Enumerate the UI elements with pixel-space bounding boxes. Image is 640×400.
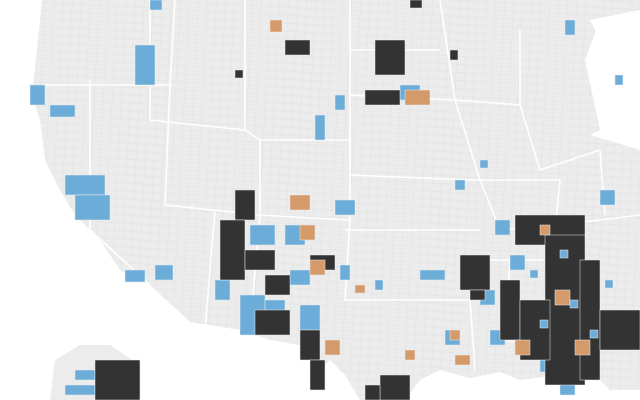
county-group [64,384,96,396]
county-group [49,104,76,118]
county-group [94,359,141,400]
county-group [599,309,640,351]
county-group [234,69,244,79]
county-group [379,374,411,400]
county-group [449,329,461,341]
county-group [544,234,586,386]
county-group [404,89,431,106]
county-group [574,339,591,356]
county-group [154,264,174,281]
county-group [149,0,163,11]
county-group [469,289,486,301]
county-group [289,269,311,286]
county-group [64,174,106,196]
county-group [539,224,551,236]
county-group [299,304,321,331]
county-group [604,279,614,289]
county-group [314,114,326,141]
state-border [164,84,261,216]
county-group [289,194,311,211]
county-group [509,254,526,271]
county-group [74,369,96,381]
county-group [559,249,569,259]
county-group [514,339,531,356]
state-border [539,149,601,171]
county-group [579,259,601,381]
county-group [254,309,291,336]
county-group [309,359,326,391]
county-group [219,219,246,281]
county-group [269,19,283,33]
county-group [404,349,416,361]
county-group [339,264,351,281]
county-group [374,279,384,291]
lake [590,10,640,130]
county-group [364,89,401,106]
state-border [349,174,471,181]
county-group [564,19,576,36]
county-group [284,39,311,56]
county-group [264,274,291,296]
state-border [204,209,216,331]
county-group [454,354,471,366]
county-group [554,289,571,306]
county-group [459,254,491,291]
county-group [214,279,231,301]
state-border [89,80,151,286]
county-group [299,224,316,241]
county-group [374,39,406,76]
state-border [244,129,351,221]
county-group [124,269,146,283]
county-group [249,224,276,246]
state-border [439,0,501,231]
county-group [499,279,521,341]
county-group [354,284,366,294]
state-border [469,299,476,371]
county-group [234,189,256,221]
county-group [539,319,549,329]
county-group [419,269,446,281]
county-group [334,94,346,111]
county-group [364,384,381,400]
county-group [599,189,616,206]
county-group [494,219,511,236]
county-group [134,44,156,86]
county-group [409,0,423,9]
county-group [479,159,489,169]
county-group [589,329,599,339]
county-group [299,329,321,361]
county-group [309,259,326,276]
county-group [244,249,276,271]
county-group [569,299,579,309]
county-group [529,269,539,279]
state-border [344,219,470,301]
county-group [454,179,466,191]
county-group [324,339,341,356]
county-group [614,74,624,86]
county-group [334,199,356,216]
county-group [74,194,111,221]
county-group [449,49,459,61]
county-group [29,84,46,106]
